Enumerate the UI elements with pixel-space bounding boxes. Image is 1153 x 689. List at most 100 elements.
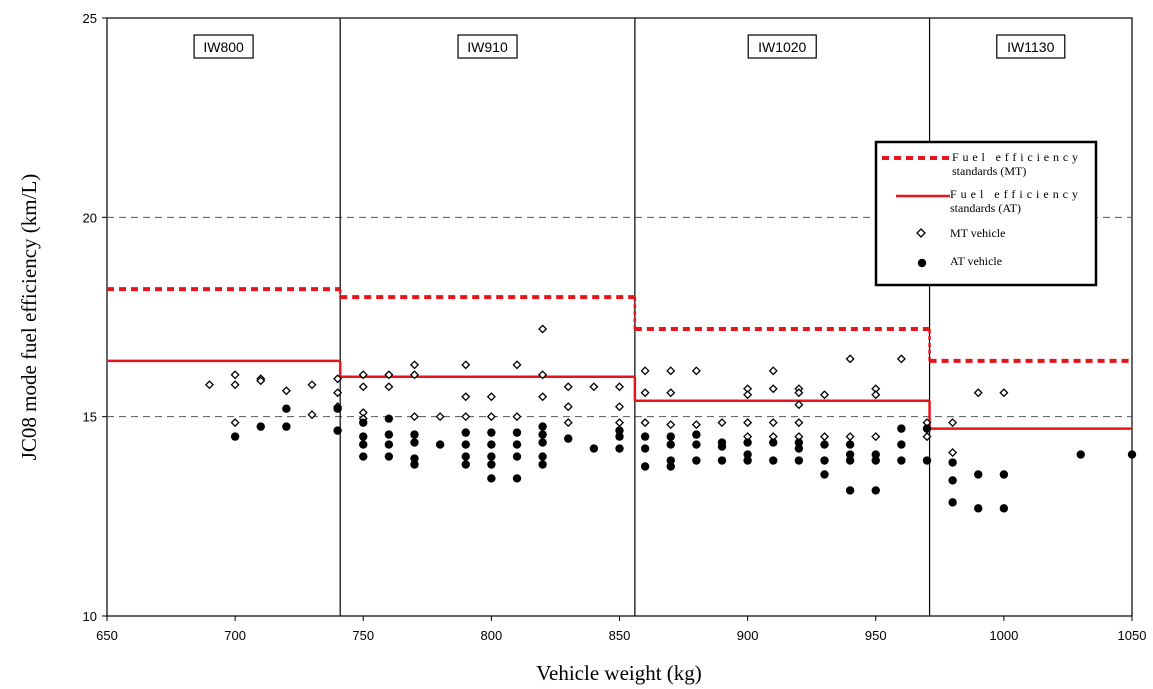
at-vehicle-point: [410, 454, 419, 463]
at-vehicle-point: [769, 456, 778, 465]
mt-vehicle-point: [563, 402, 573, 412]
mt-vehicle-point: [999, 388, 1009, 398]
mt-vehicle-point: [230, 418, 240, 428]
mt-vehicle-point: [486, 392, 496, 402]
at-vehicle-point: [487, 428, 496, 437]
mt-vehicle-point: [409, 360, 420, 370]
mt-vehicle-point: [794, 388, 804, 398]
at-vehicle-point: [615, 432, 624, 441]
at-vehicle-point: [512, 428, 522, 437]
at-vehicle-point: [461, 452, 470, 461]
at-vehicle-point: [692, 456, 701, 465]
mt-vehicle-point: [563, 382, 573, 392]
x-tick-label: 1000: [989, 628, 1018, 643]
at-vehicle-point: [538, 438, 547, 447]
weight-class-labels: IW800 IW910 IW1020 IW1130: [193, 34, 1066, 59]
at-vehicle-point: [845, 450, 855, 459]
at-vehicle-point: [538, 422, 547, 431]
at-vehicle-point: [845, 456, 855, 465]
at-vehicle-point: [666, 440, 675, 449]
at-vehicle-point: [794, 444, 804, 453]
at-vehicle-point: [487, 440, 496, 449]
mt-vehicle-point: [409, 370, 420, 380]
mt-vehicle-point: [743, 418, 753, 428]
legend-at-standard-label-1: Fuel efficiency: [950, 187, 1078, 201]
mt-vehicle-point: [538, 370, 548, 380]
standard-lines: [107, 287, 1132, 430]
legend-mt-standard-label-2: standards (MT): [952, 164, 1026, 178]
mt-vehicle-point: [871, 432, 881, 442]
mt-vehicle-point: [794, 400, 804, 410]
at-vehicle-point: [794, 456, 804, 465]
legend: Fuel efficiency standards (MT) Fuel effi…: [874, 140, 1098, 287]
mt-vehicle-point: [666, 366, 676, 376]
at-vehicle-point: [974, 470, 983, 479]
mt-vehicle-point: [768, 384, 778, 394]
at-vehicle-point: [487, 460, 496, 469]
mt-vehicle-point: [512, 412, 522, 422]
mt-vehicle-point: [204, 380, 215, 390]
mt-vehicle-point: [230, 380, 240, 390]
y-tick-label: 10: [83, 609, 97, 624]
at-vehicle-point: [845, 486, 855, 495]
at-vehicle-point: [692, 430, 701, 439]
at-vehicle-point: [717, 456, 727, 465]
mt-vehicle-point: [922, 432, 932, 442]
mt-vehicle-point: [743, 390, 753, 400]
weight-class-box: [193, 34, 254, 59]
at-vehicle-point: [538, 460, 547, 469]
at-vehicle-point: [948, 458, 957, 467]
mt-vehicle-point: [333, 388, 343, 398]
mt-vehicle-point: [896, 354, 906, 364]
y-tick-label: 25: [83, 11, 97, 26]
mt-vehicle-point: [768, 366, 778, 376]
at-vehicle-point: [820, 470, 829, 479]
mt-vehicle-point: [640, 388, 650, 398]
at-vehicle-point: [384, 452, 394, 461]
mt-vehicle-point: [794, 418, 804, 428]
at-vehicle-point: [666, 432, 675, 441]
weight-class-label: IW910: [467, 39, 508, 55]
mt-vehicle-point: [435, 412, 445, 422]
at-vehicle-point: [897, 440, 906, 449]
weight-class-label: IW1020: [758, 39, 806, 55]
at-vehicle-point: [538, 452, 547, 461]
legend-mt-vehicle-label: MT vehicle: [950, 226, 1005, 240]
mt-vehicle-point: [948, 418, 958, 428]
mt-vehicle-point: [409, 412, 420, 422]
x-tick-label: 650: [96, 628, 118, 643]
at-vehicle-point: [948, 476, 957, 485]
legend-box: [874, 140, 1098, 287]
at-vehicle-point: [359, 440, 368, 449]
at-vehicle-point: [948, 498, 957, 507]
mt-vehicle-point: [589, 382, 599, 392]
at-vehicle-point: [230, 432, 240, 441]
at-vehicle-point: [717, 442, 727, 451]
mt-vehicle-point: [461, 412, 471, 422]
class-boundaries: [339, 18, 931, 616]
at-vehicle-point: [922, 424, 932, 433]
at-vehicle-point: [333, 404, 342, 413]
mt-vehicle-point: [845, 354, 855, 364]
x-tick-label: 800: [481, 628, 503, 643]
at-vehicle-point: [359, 418, 368, 427]
mt-vehicle-point: [948, 448, 958, 458]
x-tick-label: 1050: [1118, 628, 1147, 643]
mt-vehicle-point: [512, 360, 522, 370]
mt-vehicle-point: [845, 432, 855, 442]
x-tick-label: 900: [737, 628, 759, 643]
at-vehicle-point: [461, 440, 470, 449]
mt-vehicle-point: [333, 374, 343, 384]
mt-vehicle-point: [691, 366, 701, 376]
at-vehicle-point: [871, 456, 880, 465]
mt-vehicle-point: [358, 382, 368, 392]
mt-vehicle-point: [768, 418, 778, 428]
mt-vehicle-point: [307, 380, 317, 390]
at-vehicle-point: [640, 462, 650, 471]
at-vehicle-point: [589, 444, 599, 453]
at-vehicle-point: [384, 414, 394, 423]
at-vehicle-point: [359, 432, 368, 441]
at-vehicle-point: [256, 422, 265, 431]
at-vehicle-point: [615, 444, 624, 453]
